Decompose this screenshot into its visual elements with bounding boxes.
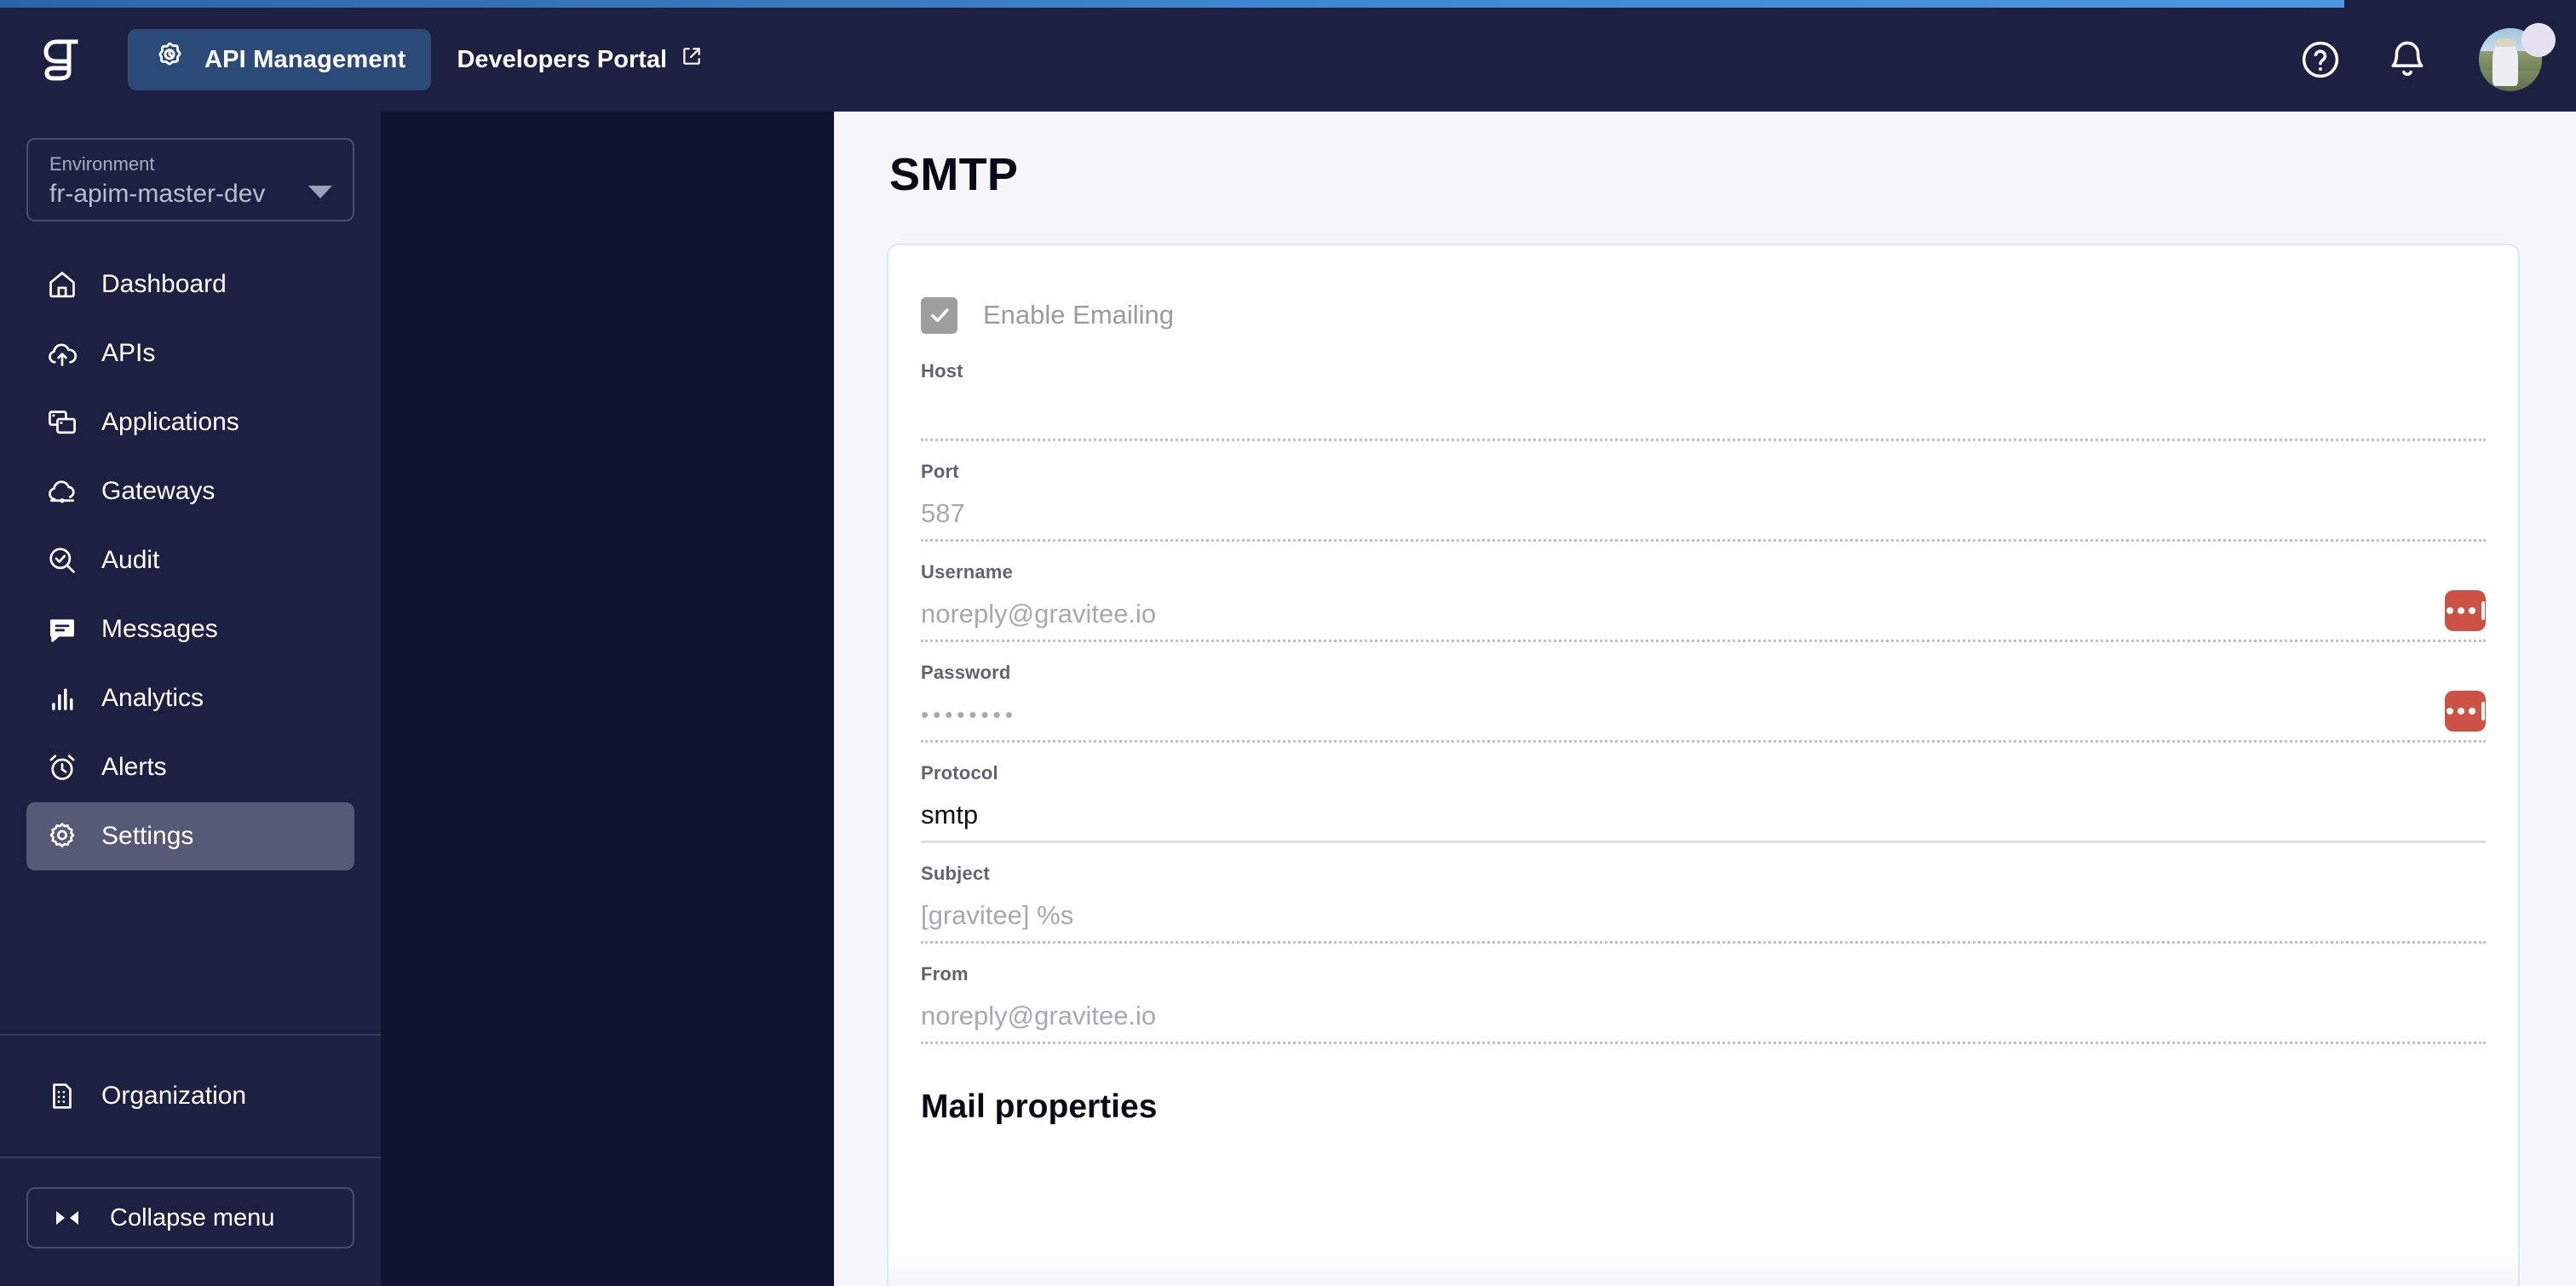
alarm-clock-icon	[43, 749, 81, 786]
main-content: SMTP Enable Emailing Host Port 587 Usern…	[834, 112, 2576, 1286]
enable-emailing-checkbox[interactable]	[921, 296, 957, 334]
sidebar-item-label: Audit	[101, 546, 160, 574]
sidebar-nav-list: Dashboard APIs Applications	[0, 250, 381, 871]
settings-submenu-panel	[381, 112, 834, 1286]
sidebar-item-label: Dashboard	[101, 270, 227, 298]
sidebar-item-label: Analytics	[101, 684, 204, 712]
collapse-arrows-icon	[49, 1199, 86, 1237]
avatar[interactable]	[2479, 23, 2556, 91]
enable-emailing-row[interactable]: Enable Emailing	[921, 290, 2486, 341]
collapse-section: Collapse menu	[0, 1157, 381, 1286]
organization-section: Organization	[0, 1034, 381, 1157]
sidebar-spacer	[0, 871, 381, 1034]
collapse-menu-label: Collapse menu	[110, 1203, 275, 1231]
windows-stack-icon	[43, 404, 81, 441]
cloud-node-icon	[43, 473, 81, 510]
bell-icon[interactable]	[2383, 36, 2431, 83]
page-title: SMTP	[889, 149, 1019, 200]
gear-icon	[43, 818, 81, 855]
password-input[interactable]: ••••••••	[921, 702, 1017, 727]
gravitee-g-logo[interactable]	[34, 33, 87, 86]
cloud-upload-icon	[43, 335, 81, 372]
field-underline	[921, 1042, 2486, 1044]
nav-api-management[interactable]: API Management	[128, 29, 432, 90]
avatar-image	[2479, 28, 2542, 91]
avatar-status-badge	[2521, 23, 2556, 57]
sidebar-item-gateways[interactable]: Gateways	[26, 457, 354, 525]
primary-sidebar: Environment fr-apim-master-dev Dashboard…	[0, 112, 381, 1286]
environment-selector[interactable]: Environment fr-apim-master-dev	[26, 138, 354, 221]
field-underline	[921, 841, 2486, 843]
host-input[interactable]	[921, 388, 2486, 439]
top-navigation-bar: API Management Developers Portal	[0, 0, 2576, 112]
field-label: Protocol	[921, 762, 998, 784]
field-underline	[921, 640, 2486, 642]
sidebar-item-label: Messages	[101, 615, 218, 643]
smtp-settings-card: Enable Emailing Host Port 587 Username n…	[887, 244, 2520, 1286]
nav-developers-portal-label: Developers Portal	[457, 45, 668, 73]
sensitive-value-icon[interactable]	[2445, 590, 2486, 631]
enable-emailing-label: Enable Emailing	[983, 300, 1175, 330]
chat-bubble-icon	[43, 611, 81, 648]
home-icon	[43, 266, 81, 303]
field-username: Username noreply@gravitee.io	[921, 561, 2486, 642]
collapse-menu-button[interactable]: Collapse menu	[26, 1187, 354, 1249]
field-label: Host	[921, 360, 963, 382]
environment-value: fr-apim-master-dev	[49, 180, 266, 208]
sidebar-item-alerts[interactable]: Alerts	[26, 733, 354, 801]
field-underline	[921, 539, 2486, 542]
field-label: From	[921, 963, 969, 985]
sidebar-item-label: APIs	[101, 339, 156, 367]
field-label: Username	[921, 561, 1013, 583]
help-circle-icon[interactable]	[2297, 36, 2344, 83]
field-password: Password ••••••••	[921, 662, 2486, 743]
sidebar-item-label: Applications	[101, 408, 239, 436]
nav-api-management-label: API Management	[204, 45, 406, 73]
environment-label: Environment	[49, 153, 155, 175]
sidebar-item-label: Organization	[101, 1082, 247, 1110]
sidebar-item-audit[interactable]: Audit	[26, 526, 354, 594]
from-input[interactable]: noreply@gravitee.io	[921, 1001, 1157, 1031]
subject-input[interactable]: [gravitee] %s	[921, 900, 1074, 930]
nav-developers-portal[interactable]: Developers Portal	[431, 29, 728, 90]
page-loading-progress-fill	[0, 0, 2344, 8]
field-underline	[921, 740, 2486, 743]
card-bottom-fade	[888, 1247, 2518, 1286]
sidebar-item-organization[interactable]: Organization	[26, 1062, 354, 1130]
port-input[interactable]: 587	[921, 498, 965, 528]
page-loading-progress-track	[0, 0, 2576, 8]
field-underline	[921, 439, 2486, 441]
sidebar-item-settings[interactable]: Settings	[26, 802, 354, 870]
sidebar-item-label: Gateways	[101, 477, 216, 505]
external-link-icon	[681, 45, 703, 74]
sidebar-item-messages[interactable]: Messages	[26, 595, 354, 663]
field-underline	[921, 941, 2486, 944]
sidebar-item-label: Alerts	[101, 753, 167, 781]
chevron-down-icon[interactable]	[308, 186, 332, 198]
building-icon	[43, 1077, 81, 1115]
field-port: Port 587	[921, 461, 2486, 542]
username-input[interactable]: noreply@gravitee.io	[921, 599, 1157, 629]
sidebar-item-analytics[interactable]: Analytics	[26, 664, 354, 732]
field-protocol: Protocol smtp	[921, 762, 2486, 843]
sidebar-item-apis[interactable]: APIs	[26, 319, 354, 388]
bar-chart-icon	[43, 680, 81, 717]
field-label: Port	[921, 461, 959, 482]
sidebar-item-dashboard[interactable]: Dashboard	[26, 250, 354, 319]
mail-properties-heading: Mail properties	[921, 1088, 1158, 1125]
sidebar-item-label: Settings	[101, 822, 194, 850]
api-management-badge-icon	[153, 40, 186, 79]
field-label: Password	[921, 662, 1011, 683]
protocol-input[interactable]: smtp	[921, 800, 979, 830]
sensitive-value-icon[interactable]	[2445, 691, 2486, 732]
sidebar-item-applications[interactable]: Applications	[26, 388, 354, 456]
field-from: From noreply@gravitee.io	[921, 963, 2486, 1044]
field-label: Subject	[921, 863, 990, 884]
field-subject: Subject [gravitee] %s	[921, 863, 2486, 944]
search-check-icon	[43, 542, 81, 579]
field-host: Host	[921, 360, 2486, 441]
